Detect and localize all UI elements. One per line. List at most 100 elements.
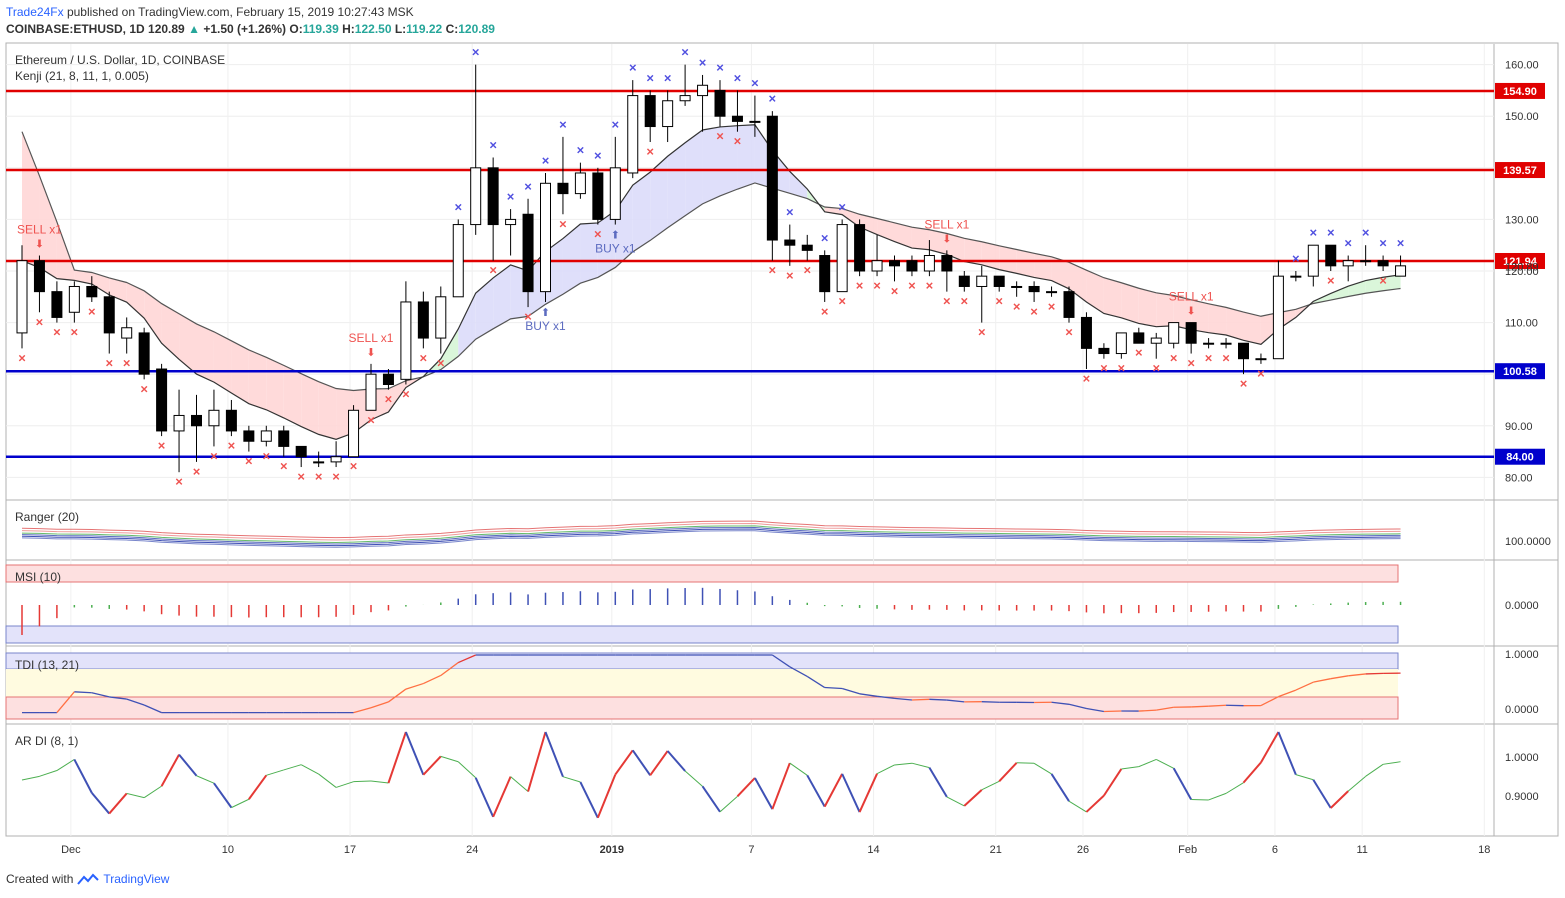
cloud-segment (685, 129, 703, 216)
signal: SELL x1 ⬇ (17, 223, 62, 251)
sell-marker-icon: × (838, 294, 846, 309)
ardi-line (1242, 761, 1262, 784)
signal: SELL x1 ⬇ (349, 331, 394, 359)
ardi-line (1191, 798, 1209, 801)
publisher-link[interactable]: Trade24Fx (6, 5, 64, 19)
candle (1133, 327, 1145, 344)
x-tick-label: Dec (61, 844, 81, 856)
candle-body (731, 115, 743, 122)
cloud-segment (1034, 253, 1052, 281)
candle (1098, 343, 1110, 359)
sell-marker-icon: × (734, 134, 742, 149)
sell-marker-icon: × (245, 454, 253, 469)
cloud-segment (999, 245, 1017, 274)
sell-marker-icon: × (437, 356, 445, 371)
candle-body (1360, 260, 1372, 263)
candle-body (801, 244, 813, 251)
tdi-line (1208, 704, 1227, 707)
candle (138, 327, 150, 380)
buy-marker-icon: × (664, 70, 672, 85)
candle (417, 291, 429, 349)
candle (714, 80, 726, 127)
candle-body (452, 224, 464, 298)
candle (662, 90, 674, 143)
sell-marker-icon: × (803, 263, 811, 278)
tdi-line (1086, 707, 1105, 713)
candle-body (260, 430, 272, 442)
candle (1238, 342, 1249, 375)
sell-marker-icon: × (978, 325, 986, 340)
ardi-line (1208, 792, 1227, 801)
candle-body (1150, 337, 1162, 344)
ardi-line (928, 767, 948, 798)
ardi-line (1033, 762, 1052, 775)
buy-marker-icon: × (472, 45, 480, 60)
open-value: 119.39 (302, 22, 339, 36)
signal: ⬆BUY x1 (595, 230, 636, 256)
candle (51, 281, 63, 323)
tradingview-link[interactable]: TradingView (103, 872, 170, 886)
x-tick-label: Feb (1178, 844, 1197, 856)
high-value: 122.50 (354, 22, 392, 36)
sell-marker-icon: × (1013, 299, 1021, 314)
tdi-line (143, 704, 162, 714)
price-pane[interactable]: × × × × × × × × × × × × × × × × × × × × × × × × × × × × × × × × × × × × × × × ×… (6, 45, 1494, 490)
tdi-line (824, 686, 843, 690)
sell-marker-icon: × (716, 129, 724, 144)
candle-body (697, 84, 709, 97)
cloud-segment (929, 229, 947, 255)
sell-marker-icon: × (1065, 325, 1073, 340)
cloud-segment (632, 172, 651, 252)
candle-body (86, 285, 98, 298)
ardi-axis-label-top: 1.0000 (1505, 752, 1539, 764)
candle (365, 363, 377, 411)
sell-marker-icon: × (559, 216, 567, 231)
ardi-line (1295, 774, 1314, 781)
ardi-line (318, 773, 337, 788)
buy-marker-icon: × (1327, 225, 1335, 240)
tdi-line (1156, 706, 1174, 711)
ardi-line (841, 773, 861, 813)
tdi-line (1278, 689, 1297, 698)
cloud-segment (1208, 303, 1227, 336)
candle-body (1377, 260, 1389, 267)
sell-marker-icon: × (315, 469, 323, 484)
cloud-segment (213, 331, 232, 393)
buy-marker-icon: × (1292, 251, 1300, 266)
cloud-segment (720, 125, 738, 196)
cloud-segment (1086, 270, 1104, 314)
price-change: +1.50 (+1.26%) (203, 22, 287, 36)
cloud-segment (981, 241, 1000, 270)
ardi-line (1103, 768, 1123, 797)
tdi-line (1103, 710, 1122, 713)
buy-marker-icon: × (681, 45, 689, 60)
x-tick-label: 10 (222, 844, 234, 856)
ardi-title: AR DI (8, 1) (15, 734, 78, 748)
candle-body (1272, 275, 1284, 360)
ardi-line (1016, 762, 1035, 764)
ardi-line (666, 750, 686, 772)
tdi-line (1313, 678, 1331, 683)
cloud-segment (91, 272, 110, 295)
sell-marker-icon: × (856, 278, 864, 293)
candle (766, 111, 778, 261)
y-tick-label: 150.00 (1505, 111, 1539, 123)
candle (33, 255, 45, 313)
ardi-line (701, 785, 721, 813)
candle-body (679, 95, 691, 102)
candle (295, 445, 307, 468)
buy-marker-icon: × (769, 91, 777, 106)
buy-signal-label: BUY x1 (525, 319, 566, 333)
tdi-mid-zone (6, 669, 1398, 697)
ardi-line (789, 762, 808, 776)
sell-marker-icon: × (71, 325, 79, 340)
sell-marker-icon: × (1048, 299, 1056, 314)
ardi-line (771, 762, 791, 810)
candle (173, 389, 185, 473)
ranger-title: Ranger (20) (15, 510, 79, 524)
level-label: 139.57 (1503, 165, 1537, 177)
ardi-line (21, 775, 40, 781)
candle (400, 281, 412, 385)
sell-marker-icon: × (891, 283, 899, 298)
